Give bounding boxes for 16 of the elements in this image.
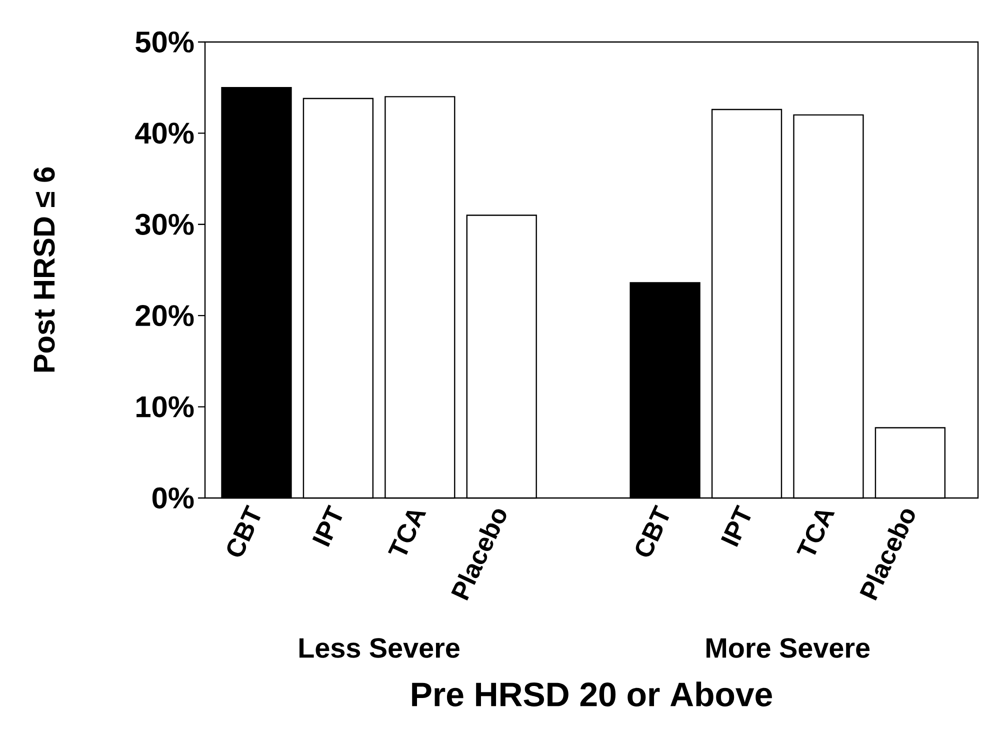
y-tick-label: 10% (136, 396, 194, 418)
text: Less Severe (299, 638, 460, 658)
x-tick-label: CBT (227, 504, 261, 557)
y-tick-label: 30% (135, 214, 194, 235)
y-tick-label: 50% (136, 31, 194, 53)
x-axis-title: Pre HRSD 20 or Above (412, 682, 772, 706)
y-tick-label: 20% (136, 305, 194, 326)
x-tick-label: CBT (636, 504, 670, 557)
x-tick-label: TCA (388, 510, 426, 555)
y-tick-label: 40% (135, 122, 194, 144)
x-tick-label: IPT (720, 504, 751, 547)
y-axis-title: Post HRSD ≤ 6 (34, 167, 55, 372)
x-tick-label: TCA (796, 510, 835, 555)
text: More Severe (706, 638, 870, 658)
y-tick-label: 0% (152, 487, 194, 509)
x-tick-label: IPT (312, 504, 342, 547)
